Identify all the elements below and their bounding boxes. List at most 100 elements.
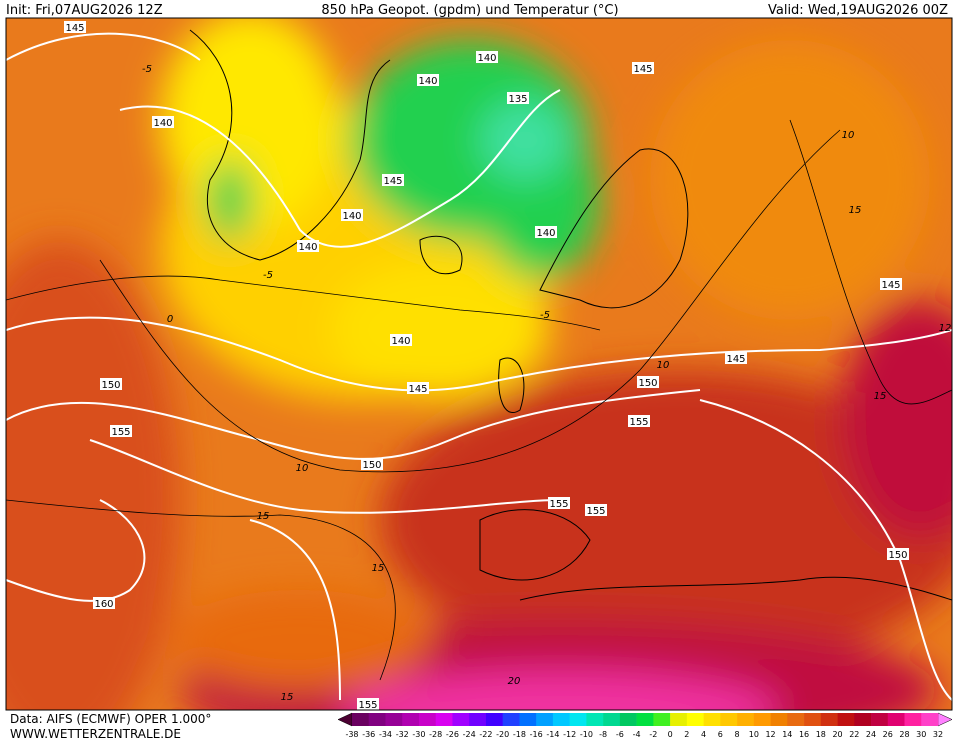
colorbar-label: 14 xyxy=(782,730,792,739)
geopotential-label-box xyxy=(632,62,654,74)
temperature-label: 10 xyxy=(296,463,309,474)
geopotential-label-box xyxy=(297,240,319,252)
colorbar-bin xyxy=(536,713,554,726)
temperature-label: 12 xyxy=(939,323,952,334)
colorbar-label: -16 xyxy=(530,730,543,739)
geopotential-label: 140 xyxy=(342,211,361,222)
geopotential-label: 145 xyxy=(383,176,402,187)
colorbar-bin xyxy=(469,713,487,726)
colorbar-bin xyxy=(703,713,721,726)
colorbar-label: -10 xyxy=(580,730,593,739)
colorbar-label: 24 xyxy=(866,730,876,739)
geopotential-label: 140 xyxy=(298,242,317,253)
map-area: 145 140 145 140 135 140 145 140 140 140 145 140 145 1… xyxy=(6,18,952,711)
colorbar-label: -34 xyxy=(379,730,392,739)
geopotential-label: 155 xyxy=(549,499,568,510)
temperature-label: 10 xyxy=(842,130,855,141)
geopotential-label: 155 xyxy=(358,700,377,711)
map-frame xyxy=(5,17,953,711)
geopotential-label-box xyxy=(637,376,659,388)
colorbar-bin xyxy=(402,713,420,726)
colorbar-label: 2 xyxy=(684,730,689,739)
geopotential-label-box xyxy=(390,334,412,346)
geopotential-label-box xyxy=(507,92,529,104)
contour-labels: 145 140 145 140 135 140 145 140 140 140 145 140 145 1… xyxy=(64,21,952,711)
temperature-label: 10 xyxy=(657,360,670,371)
colorbar-label: -6 xyxy=(616,730,624,739)
geopotential-label-box xyxy=(361,458,383,470)
colorbar-bin xyxy=(385,713,403,726)
geopotential-label: 145 xyxy=(726,354,745,365)
geopotential-label-box xyxy=(887,548,909,560)
geopotential-label: 150 xyxy=(888,550,907,561)
colorbar-label: -8 xyxy=(599,730,607,739)
colorbar-label: -30 xyxy=(412,730,425,739)
colorbar-bin xyxy=(787,713,805,726)
temperature-field xyxy=(6,18,952,710)
colorbar-label: -26 xyxy=(446,730,459,739)
data-source: Data: AIFS (ECMWF) OPER 1.000° xyxy=(10,712,211,726)
colorbar-label: 18 xyxy=(816,730,826,739)
colorbar-label: -36 xyxy=(362,730,375,739)
colorbar-bin xyxy=(603,713,621,726)
colorbar-label: -2 xyxy=(649,730,657,739)
geopotential-label: 150 xyxy=(362,460,381,471)
colorbar-bin xyxy=(854,713,872,726)
colorbar-label: -22 xyxy=(479,730,492,739)
colorbar-bin xyxy=(804,713,822,726)
geopotential-label-box xyxy=(548,497,570,509)
temperature-label: 15 xyxy=(874,391,887,402)
geopotential-label: 145 xyxy=(65,23,84,34)
colorbar: -38 -36 -34 -32 -30 -28 -26 -24 -22 -20 -18 -16 -14-… xyxy=(337,712,953,739)
temperature-label: 15 xyxy=(281,692,294,703)
colorbar-bin xyxy=(452,713,470,726)
colorbar-label: 12 xyxy=(765,730,775,739)
colorbar-label: 4 xyxy=(701,730,706,739)
geopotential-label: 140 xyxy=(477,53,496,64)
colorbar-bin xyxy=(670,713,688,726)
temperature-label: 15 xyxy=(849,205,862,216)
colorbar-bin xyxy=(820,713,838,726)
temperature-label: -5 xyxy=(263,270,273,281)
geopotential-label: 145 xyxy=(633,64,652,75)
geopotential-label: 155 xyxy=(111,427,130,438)
map-title: 850 hPa Geopot. (gpdm) und Temperatur (°… xyxy=(321,3,618,18)
colorbar-bin xyxy=(368,713,386,726)
geopotential-label: 145 xyxy=(408,384,427,395)
geopotential-label-box xyxy=(725,352,747,364)
geopotential-label-box xyxy=(382,174,404,186)
temperature-contours xyxy=(6,119,952,681)
colorbar-label: -32 xyxy=(396,730,409,739)
geopotential-label-box xyxy=(880,278,902,290)
colorbar-label: 26 xyxy=(883,730,893,739)
colorbar-bin xyxy=(502,713,520,726)
colorbar-label: -4 xyxy=(633,730,641,739)
colorbar-bin xyxy=(887,713,905,726)
geopotential-label-box xyxy=(535,226,557,238)
colorbar-high-arrow xyxy=(937,712,953,727)
colorbar-label: 32 xyxy=(933,730,943,739)
colorbar-label: 20 xyxy=(832,730,842,739)
colorbar-bin xyxy=(686,713,704,726)
colorbar-label: 6 xyxy=(718,730,723,739)
colorbar-bin xyxy=(619,713,637,726)
geopotential-label-box xyxy=(357,698,379,710)
geopotential-label-box xyxy=(341,209,363,221)
colorbar-label: 10 xyxy=(749,730,759,739)
colorbar-label: 16 xyxy=(799,730,809,739)
geopotential-label-box xyxy=(476,51,498,63)
colorbar-label: 0 xyxy=(668,730,673,739)
init-time: Init: Fri,07AUG2026 12Z xyxy=(6,3,163,18)
colorbar-bin xyxy=(586,713,604,726)
colorbar-bin xyxy=(921,713,939,726)
geopotential-label: 145 xyxy=(881,280,900,291)
temperature-label: -5 xyxy=(540,310,550,321)
colorbar-label: -12 xyxy=(563,730,576,739)
colorbar-low-arrow xyxy=(337,712,353,727)
colorbar-bin xyxy=(519,713,537,726)
geopotential-contours xyxy=(6,32,952,701)
temperature-label: 15 xyxy=(372,563,385,574)
site-name: WWW.WETTERZENTRALE.DE xyxy=(10,727,181,741)
geopotential-label-box xyxy=(417,74,439,86)
geopotential-label: 135 xyxy=(508,94,527,105)
